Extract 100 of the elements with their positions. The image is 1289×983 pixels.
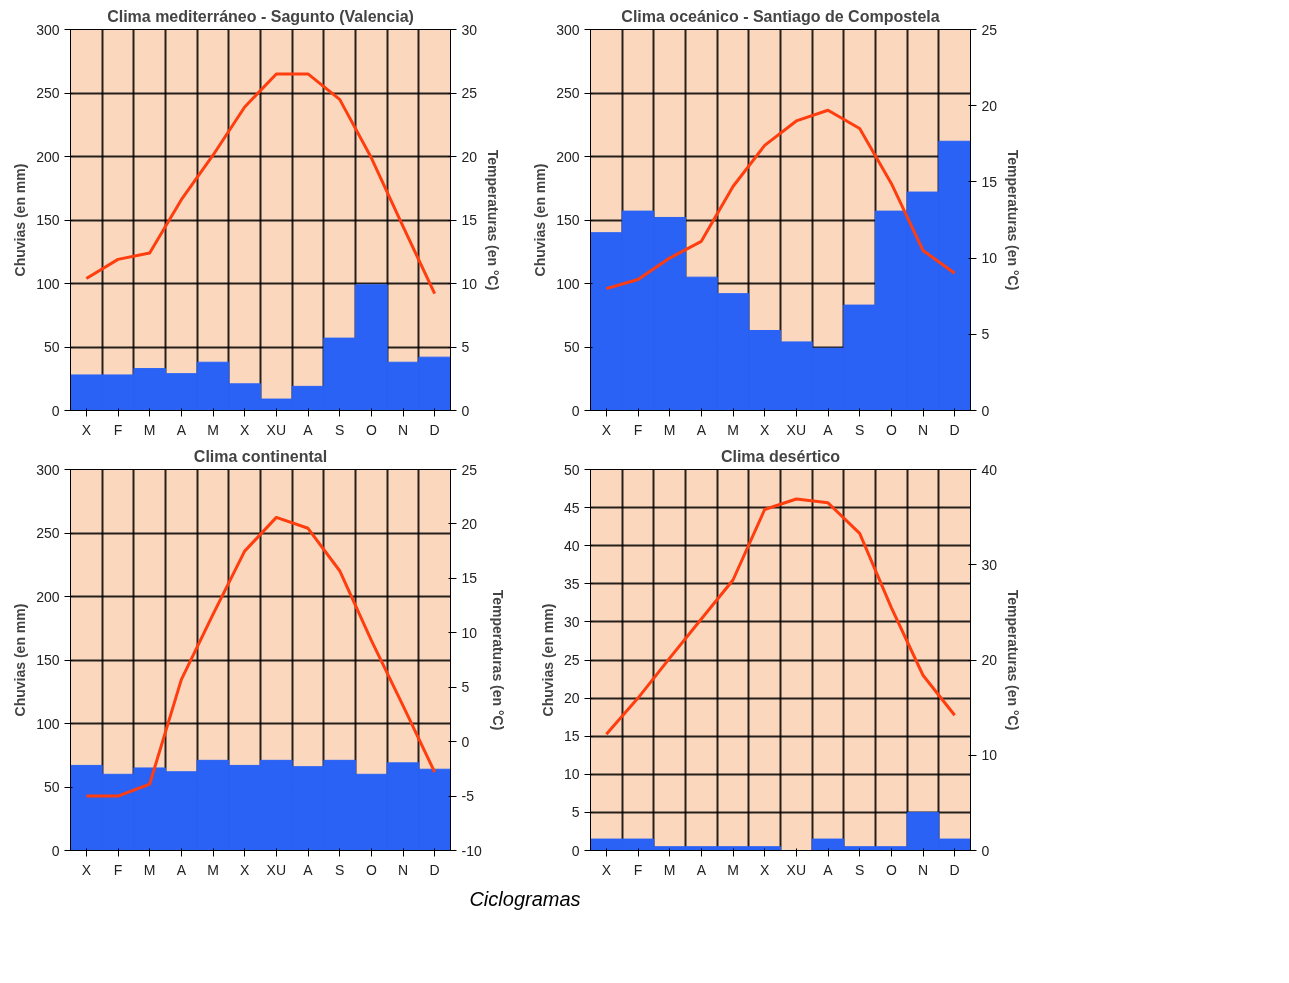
y-tick-label: 300	[36, 461, 60, 478]
x-tick-label: N	[397, 861, 409, 878]
x-tick-label: A	[696, 421, 707, 438]
y2-tick-label: 30	[461, 21, 478, 38]
y-tick-label: 100	[36, 275, 60, 292]
chart-title: Clima continental	[193, 447, 328, 465]
y2-tick-label: 25	[461, 85, 478, 101]
y-tick-label: 300	[36, 21, 60, 38]
y-tick-label: 50	[563, 461, 580, 478]
x-tick-label: X	[760, 861, 770, 878]
x-tick-label: N	[917, 421, 929, 438]
x-tick-label: XU	[266, 861, 287, 878]
y-tick-label: 0	[51, 842, 60, 859]
y-tick-label: 250	[556, 85, 580, 101]
y2-tick-label: 5	[461, 339, 470, 355]
y2-tick-label: 30	[981, 556, 998, 573]
x-tick-label: M	[663, 421, 676, 438]
y-tick-label: 200	[36, 588, 60, 605]
y-axis-title: Chuvias (en mm)	[12, 163, 29, 277]
x-tick-label: M	[207, 421, 219, 438]
y2-tick-label: 40	[981, 461, 998, 478]
y-tick-label: 45	[563, 499, 580, 516]
y-tick-label: 30	[563, 613, 580, 630]
y-tick-label: 200	[36, 148, 60, 165]
y2-tick-label: 10	[461, 624, 478, 641]
x-tick-label: A	[303, 861, 314, 878]
x-tick-label: X	[81, 861, 92, 878]
x-tick-label: F	[113, 421, 123, 438]
y2-tick-label: 20	[461, 515, 478, 532]
y-tick-label: 40	[563, 537, 580, 554]
y-tick-label: 100	[556, 275, 580, 292]
y-tick-label: 150	[36, 212, 60, 228]
y-tick-label: 25	[563, 652, 580, 668]
x-tick-label: X	[601, 861, 612, 878]
x-tick-label: F	[113, 861, 123, 878]
x-tick-label: XU	[266, 421, 287, 438]
text: Ciclogramas	[469, 887, 581, 912]
x-tick-label: A	[696, 861, 707, 878]
x-tick-label: M	[727, 861, 739, 878]
x-tick-label: D	[429, 421, 440, 438]
x-tick-label: A	[823, 861, 834, 878]
y2-tick-label: 20	[981, 97, 998, 114]
y-tick-label: 35	[563, 575, 580, 592]
y-tick-label: 100	[36, 715, 60, 732]
y2-tick-label: 10	[981, 747, 998, 764]
x-tick-label: S	[335, 861, 345, 878]
y2-axis-title: Temperaturas (en °C)	[489, 589, 506, 731]
x-tick-label: S	[855, 421, 865, 438]
x-tick-label: N	[917, 861, 929, 878]
x-tick-label: O	[885, 421, 897, 438]
y2-tick-label: 20	[461, 148, 478, 165]
y-tick-label: 0	[571, 842, 580, 859]
y2-tick-label: 25	[461, 461, 478, 478]
y2-tick-label: 10	[981, 250, 998, 267]
y2-tick-label: -10	[461, 842, 482, 859]
x-tick-label: D	[429, 861, 440, 878]
y2-tick-label: 15	[981, 173, 998, 190]
y2-tick-label: 5	[461, 679, 470, 696]
x-tick-label: N	[397, 421, 409, 438]
y2-tick-label: 15	[461, 212, 478, 228]
x-tick-label: X	[81, 421, 92, 438]
x-tick-label: O	[885, 861, 897, 878]
y-axis-title: Chuvias (en mm)	[532, 163, 549, 277]
y2-axis-title: Temperaturas (en °C)	[485, 149, 502, 291]
x-tick-label: F	[633, 861, 643, 878]
x-tick-label: X	[240, 421, 250, 438]
y-tick-label: 300	[556, 21, 580, 38]
y-tick-label: 15	[563, 728, 580, 745]
chart-title: Clima mediterráneo - Sagunto (Valencia)	[107, 7, 414, 25]
y2-tick-label: 20	[981, 652, 998, 668]
x-tick-label: F	[633, 421, 643, 438]
y2-axis-title: Temperaturas (en °C)	[1005, 589, 1022, 731]
y2-tick-label: 0	[981, 842, 990, 859]
chart-title: Clima oceánico - Santiago de Compostela	[621, 7, 940, 25]
y-tick-label: 50	[43, 339, 60, 355]
x-tick-label: O	[365, 421, 377, 438]
x-tick-label: M	[727, 421, 739, 438]
y2-tick-label: 0	[461, 402, 470, 419]
x-tick-label: D	[949, 861, 960, 878]
y2-tick-label: 5	[981, 326, 990, 343]
y-tick-label: 10	[563, 766, 580, 783]
x-tick-label: M	[663, 861, 676, 878]
y-tick-label: 200	[556, 148, 580, 165]
y2-axis-title: Temperaturas (en °C)	[1005, 149, 1022, 291]
x-tick-label: X	[240, 861, 250, 878]
x-tick-label: A	[176, 861, 187, 878]
y2-tick-label: -5	[461, 788, 475, 805]
y2-tick-label: 0	[981, 402, 990, 419]
y2-tick-label: 0	[461, 733, 470, 750]
y-tick-label: 20	[563, 690, 580, 707]
y2-tick-label: 10	[461, 275, 478, 292]
x-tick-label: S	[335, 421, 345, 438]
x-tick-label: A	[823, 421, 834, 438]
y-tick-label: 50	[563, 339, 580, 355]
y-tick-label: 0	[571, 402, 580, 419]
x-tick-label: M	[207, 861, 219, 878]
y-tick-label: 150	[556, 212, 580, 228]
y-axis-title: Chuvias (en mm)	[539, 603, 556, 717]
x-tick-label: A	[176, 421, 187, 438]
y2-tick-label: 25	[981, 21, 998, 38]
